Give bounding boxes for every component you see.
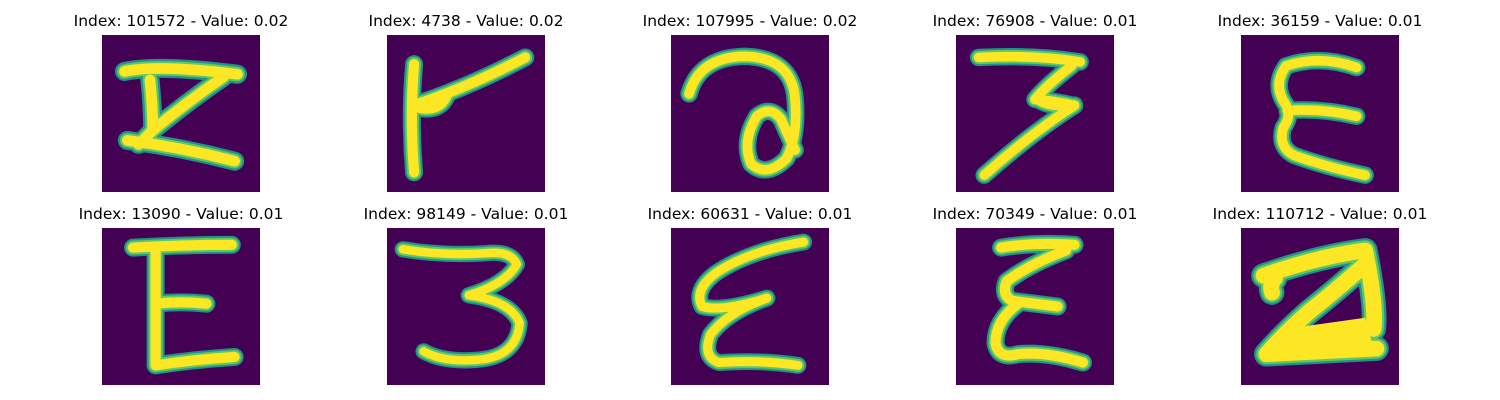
glyph-image xyxy=(102,228,260,385)
glyph-image xyxy=(387,35,545,192)
panel-title: Index: 107995 - Value: 0.02 xyxy=(642,12,858,30)
panel-title: Index: 13090 - Value: 0.01 xyxy=(78,205,284,223)
glyph-image xyxy=(1241,35,1399,192)
glyph-image xyxy=(387,228,545,385)
glyph-image xyxy=(102,35,260,192)
panel-title: Index: 4738 - Value: 0.02 xyxy=(368,12,564,30)
panel-title: Index: 110712 - Value: 0.01 xyxy=(1212,205,1428,223)
panel-title: Index: 70349 - Value: 0.01 xyxy=(932,205,1138,223)
panel-title: Index: 36159 - Value: 0.01 xyxy=(1217,12,1423,30)
panel-title: Index: 101572 - Value: 0.02 xyxy=(73,12,289,30)
panel-title: Index: 60631 - Value: 0.01 xyxy=(647,205,853,223)
glyph-image xyxy=(671,35,829,192)
glyph-image xyxy=(956,228,1114,385)
glyph-image xyxy=(956,35,1114,192)
glyph-image xyxy=(671,228,829,385)
panel-title: Index: 76908 - Value: 0.01 xyxy=(932,12,1138,30)
glyph-image xyxy=(1241,228,1399,385)
panel-title: Index: 98149 - Value: 0.01 xyxy=(363,205,569,223)
